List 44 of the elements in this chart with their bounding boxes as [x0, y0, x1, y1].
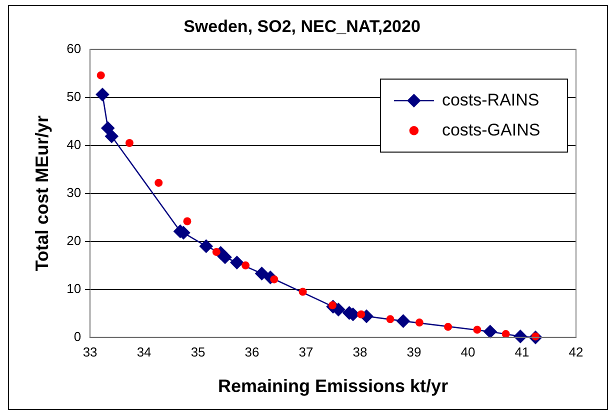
point [484, 324, 497, 338]
point [125, 139, 134, 147]
x-tick-label: 41 [514, 344, 530, 360]
point [154, 178, 163, 187]
y-tick-label: 40 [66, 136, 82, 152]
point [96, 71, 105, 80]
legend-label: costs-RAINS [442, 90, 540, 110]
point [298, 288, 307, 296]
y-tick-label: 30 [66, 184, 82, 200]
y-tick-label: 0 [74, 328, 82, 344]
x-tick-label: 40 [460, 344, 476, 360]
x-tick-label: 36 [244, 344, 260, 360]
point [218, 250, 232, 264]
x-tick-label: 33 [82, 344, 98, 360]
legend-label: costs-GAINS [442, 120, 540, 140]
x-tick-label: 37 [298, 344, 314, 360]
point [96, 88, 110, 102]
x-tick-label: 38 [352, 344, 368, 360]
point [199, 240, 213, 253]
point [183, 217, 192, 226]
point [386, 315, 394, 324]
point [101, 121, 115, 135]
y-tick-label: 20 [66, 232, 82, 248]
chart-title: Sweden, SO2, NEC_NAT,2020 [184, 16, 420, 36]
point [357, 310, 366, 318]
point [396, 314, 410, 328]
point [242, 261, 250, 270]
x-tick-label: 34 [136, 344, 152, 360]
y-tick-label: 10 [66, 280, 82, 296]
point [502, 330, 510, 338]
y-tick-label: 60 [66, 40, 82, 56]
point [212, 248, 220, 256]
x-axis-title: Remaining Emissions kt/yr [218, 376, 448, 396]
point [105, 130, 118, 143]
x-tick-label: 35 [190, 344, 206, 360]
point [473, 326, 482, 334]
x-tick-label: 39 [406, 344, 422, 360]
y-axis-title: Total cost MEur/yr [32, 116, 52, 272]
point [230, 256, 244, 270]
point [415, 318, 424, 327]
point [255, 266, 268, 280]
x-tick-label: 42 [568, 344, 584, 360]
point [444, 322, 452, 331]
y-tick-label: 50 [66, 88, 82, 104]
